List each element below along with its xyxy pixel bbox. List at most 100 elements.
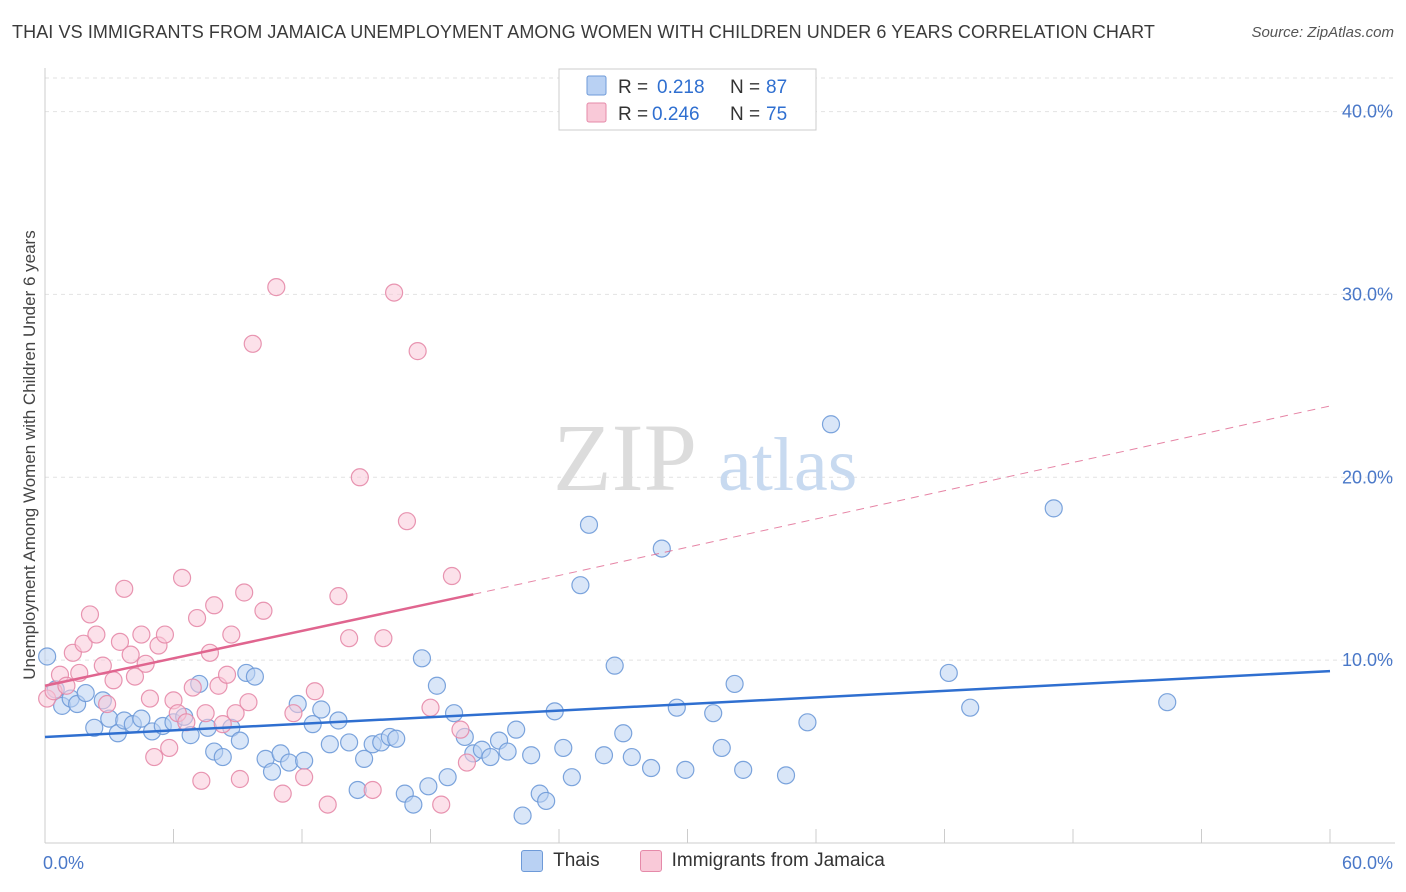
stats-n-value-jamaica: 75 — [766, 104, 787, 125]
point-jamaica-56 — [408, 342, 427, 361]
point-thais-46 — [419, 777, 438, 796]
point-jamaica-41 — [243, 334, 262, 353]
point-jamaica-15 — [125, 667, 145, 686]
point-jamaica-39 — [235, 583, 254, 602]
point-thais-36 — [340, 733, 359, 752]
y-tick-label-40: 40.0% — [1342, 102, 1393, 122]
point-thais-63 — [562, 768, 581, 787]
point-jamaica-22 — [160, 738, 179, 758]
point-jamaica-57 — [421, 698, 440, 717]
point-thais-72 — [667, 698, 686, 717]
point-jamaica-25 — [172, 568, 192, 587]
point-thais-70 — [641, 758, 661, 778]
point-jamaica-30 — [196, 704, 215, 723]
point-thais-12 — [132, 709, 151, 728]
stats-r-label-jamaica: R = — [618, 104, 648, 125]
point-jamaica-27 — [183, 678, 202, 697]
stats-n-label-thais: N = — [730, 77, 760, 98]
point-jamaica-53 — [374, 629, 393, 648]
point-jamaica-43 — [267, 278, 286, 297]
point-jamaica-36 — [222, 625, 241, 644]
bottom-legend-item-thais: Thais — [521, 850, 600, 872]
point-thais-23 — [230, 731, 249, 750]
legend-swatch-jamaica — [639, 850, 662, 872]
point-jamaica-60 — [451, 720, 470, 739]
point-thais-69 — [622, 747, 641, 767]
point-jamaica-58 — [432, 795, 451, 814]
point-jamaica-54 — [384, 283, 404, 302]
trend-lines — [44, 405, 1331, 739]
point-thais-83 — [1044, 499, 1063, 518]
data-points — [38, 278, 1177, 825]
point-thais-82 — [961, 698, 980, 717]
stats-n-label-jamaica: N = — [730, 104, 760, 125]
trend-line-jamaica-extension — [473, 405, 1331, 595]
point-jamaica-35 — [217, 665, 237, 684]
point-thais-66 — [594, 746, 614, 765]
legend-swatch-thais — [521, 850, 544, 872]
point-jamaica-51 — [350, 468, 369, 487]
point-thais-27 — [262, 762, 282, 781]
point-thais-75 — [712, 738, 731, 758]
point-jamaica-21 — [155, 625, 175, 644]
point-thais-73 — [676, 760, 695, 779]
point-thais-81 — [939, 663, 958, 683]
point-thais-78 — [776, 766, 796, 785]
point-jamaica-7 — [80, 605, 100, 624]
point-thais-25 — [245, 667, 264, 686]
point-jamaica-13 — [115, 579, 134, 598]
point-thais-58 — [522, 746, 541, 765]
point-thais-53 — [481, 747, 500, 767]
point-jamaica-19 — [145, 747, 164, 767]
point-jamaica-50 — [340, 629, 359, 648]
point-thais-5 — [76, 683, 95, 703]
trend-line-thais — [44, 669, 1331, 739]
point-jamaica-18 — [140, 689, 160, 708]
point-thais-79 — [798, 713, 817, 732]
point-thais-76 — [725, 674, 744, 694]
stats-n-value-thais: 87 — [766, 77, 787, 98]
point-thais-45 — [412, 649, 432, 668]
x-tick-label-min: 0.0% — [43, 853, 84, 873]
point-jamaica-28 — [187, 608, 207, 628]
point-thais-60 — [537, 791, 556, 811]
point-jamaica-6 — [74, 634, 93, 653]
point-jamaica-8 — [87, 625, 106, 644]
point-thais-21 — [213, 747, 232, 767]
point-jamaica-55 — [397, 512, 417, 531]
point-thais-49 — [444, 704, 464, 723]
point-jamaica-59 — [442, 566, 462, 586]
point-thais-57 — [513, 806, 532, 825]
point-thais-77 — [734, 760, 753, 779]
point-jamaica-48 — [318, 795, 337, 814]
trend-line-jamaica — [44, 593, 474, 687]
point-jamaica-14 — [121, 645, 140, 664]
point-jamaica-32 — [205, 596, 224, 615]
point-thais-64 — [571, 576, 590, 595]
watermark-atlas: atlas — [718, 423, 857, 507]
point-jamaica-52 — [363, 780, 382, 800]
point-jamaica-11 — [104, 671, 123, 690]
point-thais-84 — [1158, 693, 1177, 712]
point-jamaica-42 — [254, 601, 273, 620]
watermark-zip: ZIP — [553, 404, 697, 511]
chart-source: Source: ZipAtlas.com — [1251, 24, 1394, 41]
point-thais-55 — [498, 742, 517, 761]
point-jamaica-61 — [457, 753, 477, 772]
point-thais-68 — [614, 724, 633, 743]
y-tick-labels: 10.0% 20.0% 30.0% 40.0% — [1342, 102, 1393, 671]
legend-label-jamaica: Immigrants from Jamaica — [671, 850, 885, 871]
legend-label-thais: Thais — [553, 850, 600, 871]
point-thais-34 — [320, 735, 339, 754]
point-thais-6 — [85, 718, 104, 737]
stats-r-label-thais: R = — [618, 77, 648, 98]
y-tick-label-20: 20.0% — [1342, 467, 1393, 487]
point-jamaica-49 — [329, 587, 348, 606]
point-thais-80 — [821, 415, 841, 434]
y-tick-label-10: 10.0% — [1342, 650, 1393, 670]
point-thais-71 — [652, 539, 671, 558]
point-thais-42 — [387, 729, 406, 748]
point-thais-38 — [355, 749, 374, 768]
grid-lines — [45, 77, 1395, 661]
